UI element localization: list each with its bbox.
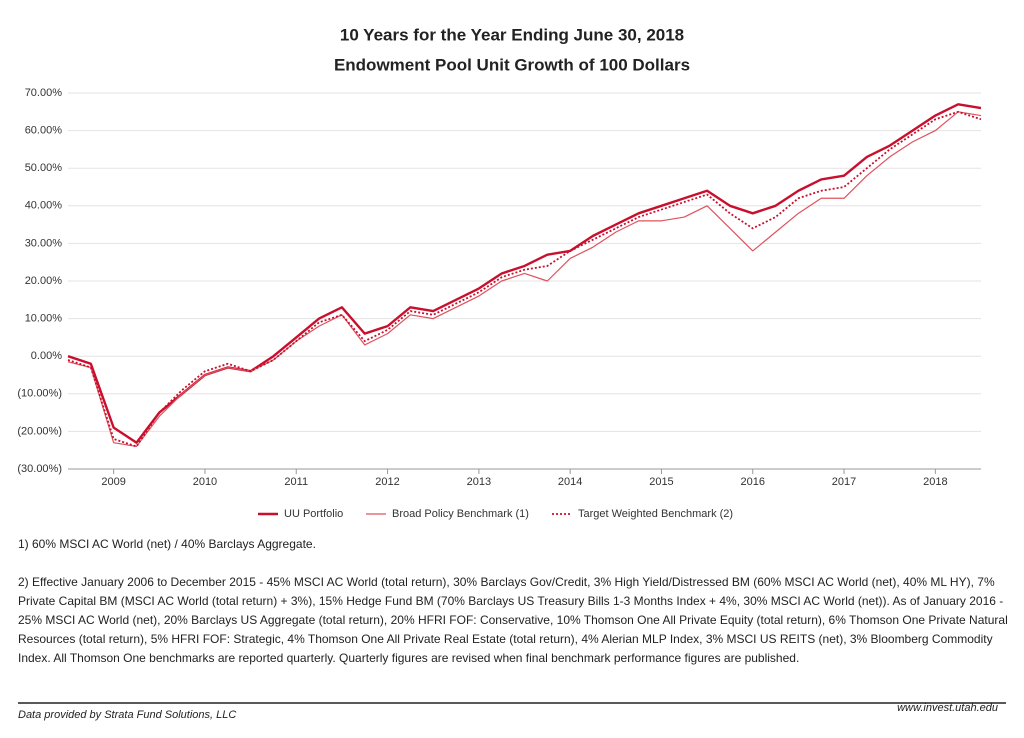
y-tick-label: (10.00%) <box>17 388 62 400</box>
x-tick-label: 2017 <box>832 476 856 488</box>
x-tick-label: 2013 <box>467 476 491 488</box>
y-tick-label: 70.00% <box>25 87 63 99</box>
y-tick-label: (30.00%) <box>17 463 62 475</box>
x-tick-label: 2016 <box>741 476 765 488</box>
x-tick-label: 2014 <box>558 476 582 488</box>
note: 2) Effective January 2006 to December 20… <box>18 575 1008 665</box>
x-tick-label: 2011 <box>284 476 308 488</box>
y-tick-label: 40.00% <box>25 200 63 212</box>
legend-label: Target Weighted Benchmark (2) <box>578 508 733 520</box>
y-tick-label: 20.00% <box>25 275 63 287</box>
source: Data provided by Strata Fund Solutions, … <box>18 709 237 721</box>
legend-label: Broad Policy Benchmark (1) <box>392 508 529 520</box>
y-tick-label: 0.00% <box>31 350 62 362</box>
note: 1) 60% MSCI AC World (net) / 40% Barclay… <box>18 537 316 551</box>
y-tick-label: 10.00% <box>25 313 63 325</box>
url: www.invest.utah.edu <box>897 702 998 714</box>
x-tick-label: 2015 <box>649 476 673 488</box>
x-tick-label: 2018 <box>923 476 947 488</box>
x-tick-label: 2012 <box>375 476 399 488</box>
y-tick-label: 60.00% <box>25 125 63 137</box>
y-tick-label: 30.00% <box>25 237 63 249</box>
y-tick-label: (20.00%) <box>17 425 62 437</box>
legend-label: UU Portfolio <box>284 508 343 520</box>
chart-title: 10 Years for the Year Ending June 30, 20… <box>340 25 684 44</box>
y-tick-label: 50.00% <box>25 162 63 174</box>
chart-subtitle: Endowment Pool Unit Growth of 100 Dollar… <box>334 55 690 74</box>
x-tick-label: 2009 <box>101 476 125 488</box>
series-line <box>67 110 982 448</box>
x-tick-label: 2010 <box>193 476 217 488</box>
series-line <box>67 111 982 448</box>
